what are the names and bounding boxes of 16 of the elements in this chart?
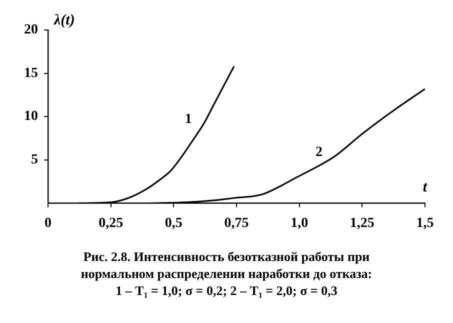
- x-tick-label: 0: [44, 216, 52, 232]
- x-tick-label: 1,5: [416, 216, 434, 232]
- x-axis-title: t: [422, 180, 428, 196]
- series-label: 2: [316, 145, 323, 160]
- y-tick-label: 5: [31, 152, 38, 168]
- y-axis-title: λ(t): [53, 12, 75, 28]
- y-tick-label: 10: [24, 109, 38, 124]
- text: Рис. 2.8. Интенсивность безотказной работы при нормальном распределении наработки до отказа: 1 – T₁ = 1,0; σ = 0,2; 2 – T₁ = 2,0; σ = 0,3: [80, 248, 374, 299]
- x-tick-label: 0,5: [164, 216, 182, 232]
- x-tick-label: 0,25: [98, 216, 124, 232]
- y-tick-label: 15: [24, 66, 38, 81]
- y-tick-label: 20: [24, 22, 38, 38]
- x-tick-label: 1,25: [350, 216, 374, 232]
- series-label: 1: [184, 112, 192, 128]
- x-tick-label: 1,0: [290, 216, 308, 232]
- x-tick-label: 0,75: [224, 216, 249, 232]
